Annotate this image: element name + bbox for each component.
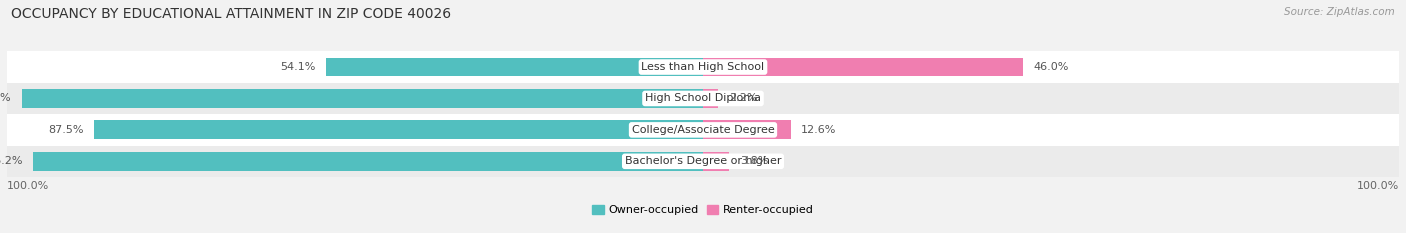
Text: Source: ZipAtlas.com: Source: ZipAtlas.com bbox=[1284, 7, 1395, 17]
Text: 96.2%: 96.2% bbox=[0, 156, 22, 166]
Bar bbox=[7, 114, 1399, 146]
Legend: Owner-occupied, Renter-occupied: Owner-occupied, Renter-occupied bbox=[588, 200, 818, 219]
Text: 2.2%: 2.2% bbox=[728, 93, 758, 103]
Text: College/Associate Degree: College/Associate Degree bbox=[631, 125, 775, 135]
Bar bbox=[703, 58, 1024, 76]
Text: Less than High School: Less than High School bbox=[641, 62, 765, 72]
Text: 97.9%: 97.9% bbox=[0, 93, 11, 103]
Bar bbox=[94, 120, 703, 139]
Text: 46.0%: 46.0% bbox=[1033, 62, 1069, 72]
Bar bbox=[7, 51, 1399, 83]
Text: 3.8%: 3.8% bbox=[740, 156, 768, 166]
Bar bbox=[703, 89, 718, 108]
Bar bbox=[326, 58, 703, 76]
Text: 54.1%: 54.1% bbox=[281, 62, 316, 72]
Bar bbox=[7, 146, 1399, 177]
Text: 100.0%: 100.0% bbox=[1357, 181, 1399, 191]
Text: High School Diploma: High School Diploma bbox=[645, 93, 761, 103]
Bar bbox=[34, 152, 703, 171]
Bar bbox=[703, 152, 730, 171]
Text: 87.5%: 87.5% bbox=[48, 125, 83, 135]
Bar bbox=[7, 83, 1399, 114]
Text: 12.6%: 12.6% bbox=[801, 125, 837, 135]
Text: OCCUPANCY BY EDUCATIONAL ATTAINMENT IN ZIP CODE 40026: OCCUPANCY BY EDUCATIONAL ATTAINMENT IN Z… bbox=[11, 7, 451, 21]
Bar bbox=[703, 120, 790, 139]
Text: 100.0%: 100.0% bbox=[7, 181, 49, 191]
Text: Bachelor's Degree or higher: Bachelor's Degree or higher bbox=[624, 156, 782, 166]
Bar bbox=[21, 89, 703, 108]
